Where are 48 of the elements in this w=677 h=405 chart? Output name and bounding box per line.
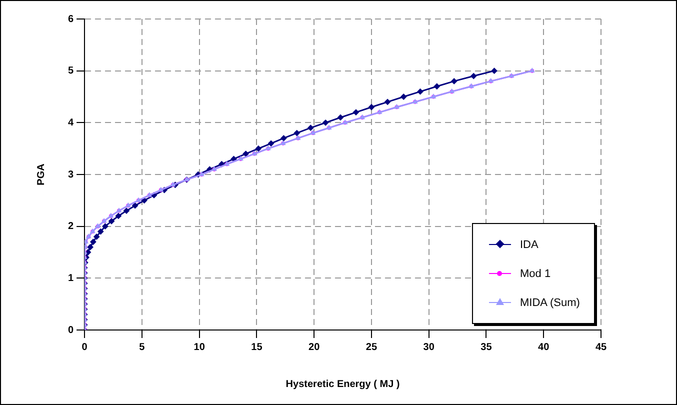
legend-label: IDA — [520, 238, 538, 250]
x-tick-label: 20 — [308, 342, 320, 353]
point — [450, 78, 458, 84]
point — [132, 202, 138, 209]
y-axis-title: PGA — [36, 164, 47, 186]
x-tick-label: 25 — [366, 342, 378, 353]
x-tick-label: 35 — [480, 342, 492, 353]
x-axis-title: Hysteretic Energy ( MJ ) — [286, 378, 400, 390]
point — [384, 98, 391, 106]
point — [368, 104, 375, 110]
x-tick-label: 10 — [194, 342, 206, 353]
point — [90, 238, 96, 246]
point — [307, 124, 314, 132]
x-tick-label: 45 — [595, 342, 607, 353]
point — [108, 218, 115, 224]
point — [417, 88, 424, 95]
legend-label: Mod 1 — [520, 268, 551, 280]
y-tick-label: 0 — [68, 324, 74, 336]
point — [93, 234, 100, 240]
point — [352, 109, 360, 116]
point — [470, 72, 477, 80]
y-tick-label: 6 — [68, 14, 74, 25]
y-tick-label: 1 — [68, 272, 74, 284]
point — [337, 114, 344, 121]
point — [400, 94, 407, 100]
point — [268, 140, 274, 147]
point — [115, 212, 122, 220]
x-tick-label: 5 — [139, 342, 146, 353]
y-tick-label: 2 — [68, 221, 74, 232]
x-tick-label: 30 — [423, 342, 435, 353]
y-tick-label: 4 — [68, 117, 74, 128]
x-tick-label: 40 — [538, 342, 550, 353]
point — [242, 150, 250, 157]
point — [322, 119, 329, 126]
point — [102, 223, 108, 230]
legend-label: MIDA (Sum) — [520, 296, 580, 308]
point — [434, 83, 440, 90]
point — [491, 68, 498, 74]
y-tick-label: 3 — [68, 169, 74, 180]
point — [97, 228, 104, 235]
x-tick-label: 0 — [82, 342, 88, 353]
point — [294, 130, 300, 136]
x-tick-label: 15 — [251, 342, 263, 353]
y-tick-label: 5 — [68, 66, 74, 77]
point — [87, 244, 94, 250]
point — [123, 208, 130, 214]
point — [255, 145, 262, 152]
point — [280, 135, 287, 142]
